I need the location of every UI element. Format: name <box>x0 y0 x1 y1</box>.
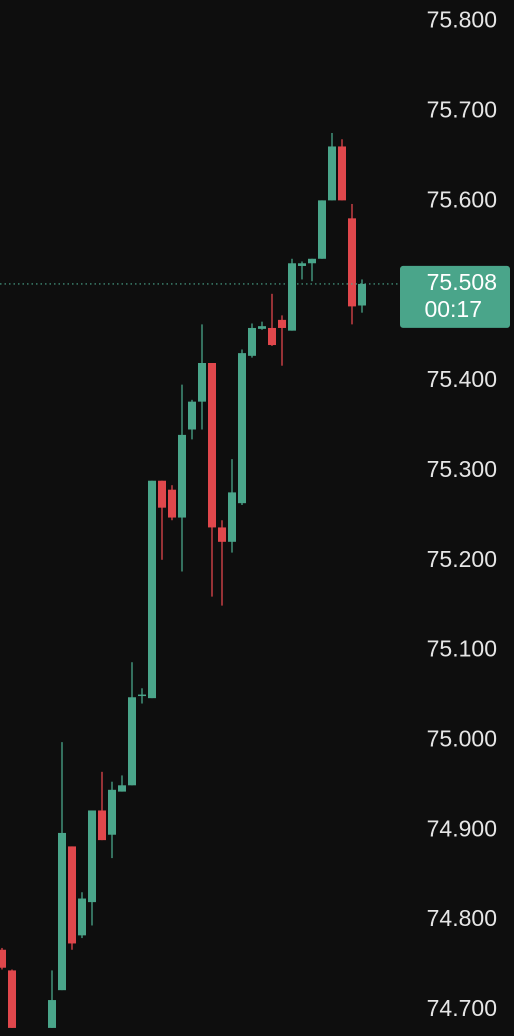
candle-body <box>0 949 6 968</box>
candle-body <box>298 263 306 266</box>
candle-body <box>258 326 266 329</box>
candle-body <box>208 363 216 528</box>
candle-body <box>268 327 276 346</box>
candle-body <box>308 258 316 264</box>
countdown-label: 00:17 <box>424 296 482 322</box>
y-tick-label: 74.900 <box>427 815 497 841</box>
plot-area <box>0 132 398 1028</box>
candle-body <box>198 363 206 402</box>
candle-body <box>178 434 186 518</box>
candle-body <box>118 785 126 792</box>
y-tick-label: 75.400 <box>427 366 497 392</box>
price-axis: 75.800 75.700 75.600 75.400 75.300 75.200 75.1… <box>400 7 510 1021</box>
y-tick-label: 75.200 <box>427 546 497 572</box>
candle-body <box>278 319 286 328</box>
last-price-label: 75.508 <box>427 269 497 295</box>
candle-body <box>148 480 156 699</box>
y-tick-label: 75.100 <box>427 636 497 662</box>
y-tick-label: 75.700 <box>427 96 497 122</box>
candle-body <box>78 898 86 936</box>
candle-body <box>328 146 336 201</box>
candle-body <box>348 218 356 307</box>
candle-body <box>8 970 16 1028</box>
y-tick-label: 75.600 <box>427 186 497 212</box>
y-tick-label: 74.700 <box>427 995 497 1021</box>
candle-body <box>188 401 196 430</box>
candle-body <box>168 489 176 518</box>
candle-body <box>108 789 116 835</box>
candle-body <box>158 480 166 508</box>
candle-body <box>238 353 246 504</box>
candle-body <box>248 327 256 356</box>
candle-body <box>338 146 346 201</box>
candle-body <box>88 810 96 903</box>
candle-body <box>98 810 106 841</box>
y-tick-label: 75.800 <box>427 7 497 33</box>
candle-body <box>288 263 296 331</box>
candle-body <box>228 492 236 542</box>
y-tick-label: 75.000 <box>427 725 497 751</box>
candle-body <box>58 832 66 991</box>
last-price-box <box>400 265 510 328</box>
y-tick-label: 74.800 <box>427 905 497 931</box>
candle-body <box>48 1000 56 1028</box>
candle-body <box>138 694 146 697</box>
candle-body <box>68 846 76 944</box>
candle-body <box>218 527 226 542</box>
y-tick-label: 75.300 <box>427 456 497 482</box>
candle-body <box>128 697 136 786</box>
candle-body <box>318 200 326 259</box>
candle-body <box>358 283 366 306</box>
